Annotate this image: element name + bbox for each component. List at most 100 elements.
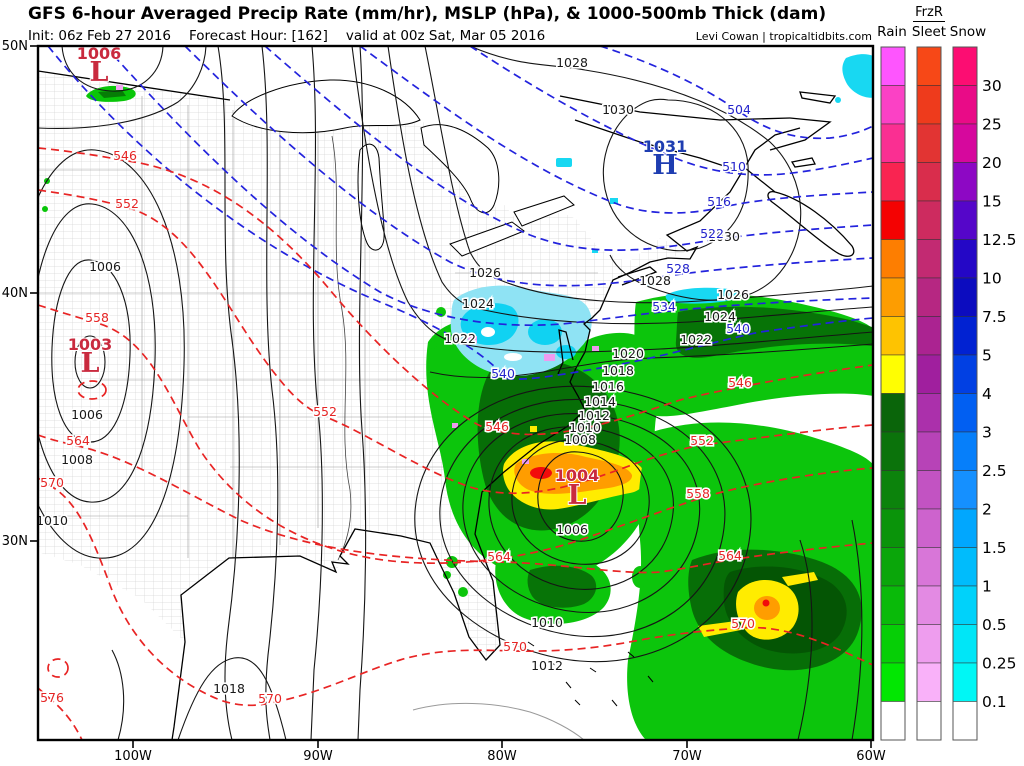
mslp-contour-label: 1010 bbox=[569, 420, 601, 435]
legend-sleet-label: Sleet bbox=[911, 24, 947, 40]
legend-cell bbox=[916, 547, 942, 587]
legend-cell bbox=[916, 701, 942, 741]
legend-cell bbox=[916, 431, 942, 471]
legend-cell bbox=[916, 85, 942, 125]
legend-cell bbox=[952, 508, 978, 548]
legend-cell bbox=[952, 393, 978, 433]
great-lakes bbox=[231, 79, 575, 257]
legend-cell bbox=[952, 354, 978, 394]
mslp-contour-label: 1006 bbox=[556, 522, 588, 537]
legend-tick-label: 2 bbox=[982, 501, 992, 519]
pressure-center-letter: L bbox=[90, 57, 109, 88]
legend-cell bbox=[880, 624, 906, 664]
precip-legend: 30 25 20 15 12.5 10 7.5 5 4 3 2.5 2 1.5 1 0.5 0.25 0.1 bbox=[880, 46, 1017, 741]
legend-cell bbox=[880, 585, 906, 625]
legend-cell bbox=[880, 316, 906, 356]
lon-label: 60W bbox=[856, 749, 886, 764]
pressure-center-letter: L bbox=[81, 348, 100, 379]
mslp-contour-label: 1008 bbox=[564, 432, 596, 447]
legend-cell bbox=[880, 277, 906, 317]
thickness-label-cold: 510 bbox=[722, 159, 746, 174]
legend-cell bbox=[952, 624, 978, 664]
legend-cell bbox=[880, 354, 906, 394]
legend-cell bbox=[952, 239, 978, 279]
legend-cell bbox=[880, 46, 906, 86]
legend-tick-label: 1.5 bbox=[982, 539, 1007, 557]
legend-cell bbox=[916, 123, 942, 163]
thickness-label-warm: 576 bbox=[40, 690, 64, 705]
pressure-center-letter: H bbox=[652, 150, 678, 181]
precip-shading bbox=[42, 54, 873, 740]
legend-cell bbox=[952, 123, 978, 163]
pressure-center-value: 1006 bbox=[77, 44, 122, 63]
thickness-label-cold: 516 bbox=[707, 194, 731, 209]
mslp-contour-label: 1028 bbox=[556, 55, 588, 70]
thickness-label-warm: 546 bbox=[728, 375, 752, 390]
mslp-contours bbox=[38, 46, 873, 740]
thickness-label-warm: 564 bbox=[487, 549, 511, 564]
legend-cell bbox=[916, 316, 942, 356]
legend-cell bbox=[880, 470, 906, 510]
mslp-contour-label: 1016 bbox=[592, 379, 624, 394]
coastline bbox=[38, 70, 855, 740]
thickness-label-warm: 546 bbox=[485, 419, 509, 434]
islands bbox=[527, 641, 654, 707]
mslp-contour-label: 1026 bbox=[469, 265, 501, 280]
legend-cell bbox=[952, 470, 978, 510]
legend-cell bbox=[952, 277, 978, 317]
legend-cell bbox=[952, 585, 978, 625]
mslp-contour-label: 1012 bbox=[531, 658, 563, 673]
thickness-label-cold: 522 bbox=[700, 226, 724, 241]
thickness-label-cold: 528 bbox=[666, 261, 690, 276]
mslp-contour-label: 1010 bbox=[531, 615, 563, 630]
lon-label: 70W bbox=[672, 749, 702, 764]
legend-frzr-label: FrzR bbox=[913, 5, 945, 22]
thickness-label-warm: 546 bbox=[113, 148, 137, 163]
legend-cell bbox=[916, 239, 942, 279]
legend-tick-label: 30 bbox=[982, 77, 1002, 95]
mslp-contour-label: 1030 bbox=[708, 229, 740, 244]
mslp-contour-label: 1006 bbox=[89, 259, 121, 274]
thickness-label-warm: 570 bbox=[731, 616, 755, 631]
page-title: GFS 6-hour Averaged Precip Rate (mm/hr),… bbox=[28, 4, 827, 24]
legend-cell bbox=[952, 85, 978, 125]
legend-rain-label: Rain bbox=[877, 24, 907, 40]
pressure-center-value: 1031 bbox=[643, 137, 688, 156]
mississippi-river bbox=[331, 135, 352, 561]
mslp-contour-label: 1018 bbox=[602, 363, 634, 378]
axis-layer: 50N 40N 30N 100W 90W 80W 70W 60W bbox=[2, 39, 886, 764]
legend-cell bbox=[880, 662, 906, 702]
legend-cell bbox=[880, 162, 906, 202]
lon-label: 100W bbox=[114, 749, 152, 764]
thickness-label-warm: 552 bbox=[115, 196, 139, 211]
legend-cell bbox=[952, 701, 978, 741]
legend-cell bbox=[952, 46, 978, 86]
legend-cell bbox=[952, 162, 978, 202]
legend-cell bbox=[880, 239, 906, 279]
thickness-label-cold: 540 bbox=[726, 321, 750, 336]
map-frame bbox=[36, 44, 875, 742]
legend-cell bbox=[952, 316, 978, 356]
legend-cell bbox=[916, 470, 942, 510]
legend-cell bbox=[916, 162, 942, 202]
mslp-contour-label: 1030 bbox=[602, 102, 634, 117]
legend-tick-label: 0.25 bbox=[982, 655, 1017, 673]
credit-text: Levi Cowan | tropicaltidbits.com bbox=[695, 30, 872, 43]
legend-cell bbox=[916, 354, 942, 394]
legend-cell bbox=[952, 431, 978, 471]
legend-tick-label: 25 bbox=[982, 116, 1002, 134]
legend-tick-label: 0.1 bbox=[982, 693, 1007, 711]
legend-cell bbox=[916, 624, 942, 664]
us-landmass bbox=[38, 71, 687, 660]
legend-tick-label: 10 bbox=[982, 270, 1002, 288]
mslp-contour-label: 1024 bbox=[462, 296, 494, 311]
legend-cell bbox=[916, 200, 942, 240]
thickness-label-warm: 552 bbox=[313, 404, 337, 419]
lat-label: 30N bbox=[2, 534, 28, 549]
legend-tick-label: 0.5 bbox=[982, 616, 1007, 634]
thickness-label-warm: 564 bbox=[66, 433, 90, 448]
legend-cell bbox=[916, 585, 942, 625]
init-time: Init: 06z Feb 27 2016 bbox=[28, 28, 171, 44]
